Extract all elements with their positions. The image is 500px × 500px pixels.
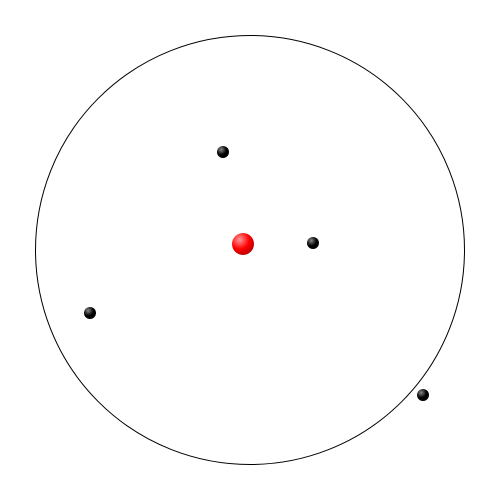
data-point-1 [307,237,319,249]
center-point [232,233,254,255]
data-point-2 [84,307,96,319]
data-point-3 [417,389,429,401]
diagram-canvas [0,0,500,500]
data-point-0 [217,146,229,158]
